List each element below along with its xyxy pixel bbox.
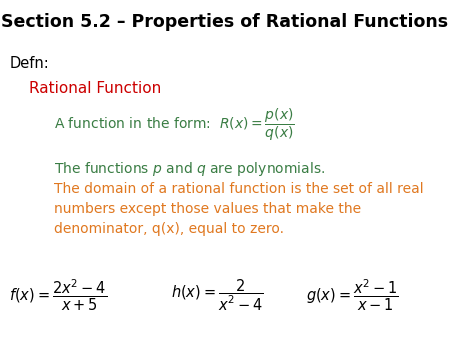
- Text: $h(x) = \dfrac{2}{x^2-4}$: $h(x) = \dfrac{2}{x^2-4}$: [171, 278, 264, 313]
- Text: Defn:: Defn:: [10, 55, 49, 71]
- Text: $g(x) = \dfrac{x^2-1}{x-1}$: $g(x) = \dfrac{x^2-1}{x-1}$: [306, 278, 399, 313]
- Text: Rational Function: Rational Function: [29, 80, 162, 96]
- Text: $f(x) = \dfrac{2x^2-4}{x+5}$: $f(x) = \dfrac{2x^2-4}{x+5}$: [9, 278, 107, 313]
- Text: A function in the form:  $R(x) = \dfrac{p(x)}{q(x)}$: A function in the form: $R(x) = \dfrac{p…: [54, 106, 295, 143]
- Text: The functions $p$ and $q$ are polynomials.: The functions $p$ and $q$ are polynomial…: [54, 160, 325, 178]
- Text: Section 5.2 – Properties of Rational Functions: Section 5.2 – Properties of Rational Fun…: [1, 13, 449, 31]
- Text: The domain of a rational function is the set of all real
numbers except those va: The domain of a rational function is the…: [54, 182, 423, 236]
